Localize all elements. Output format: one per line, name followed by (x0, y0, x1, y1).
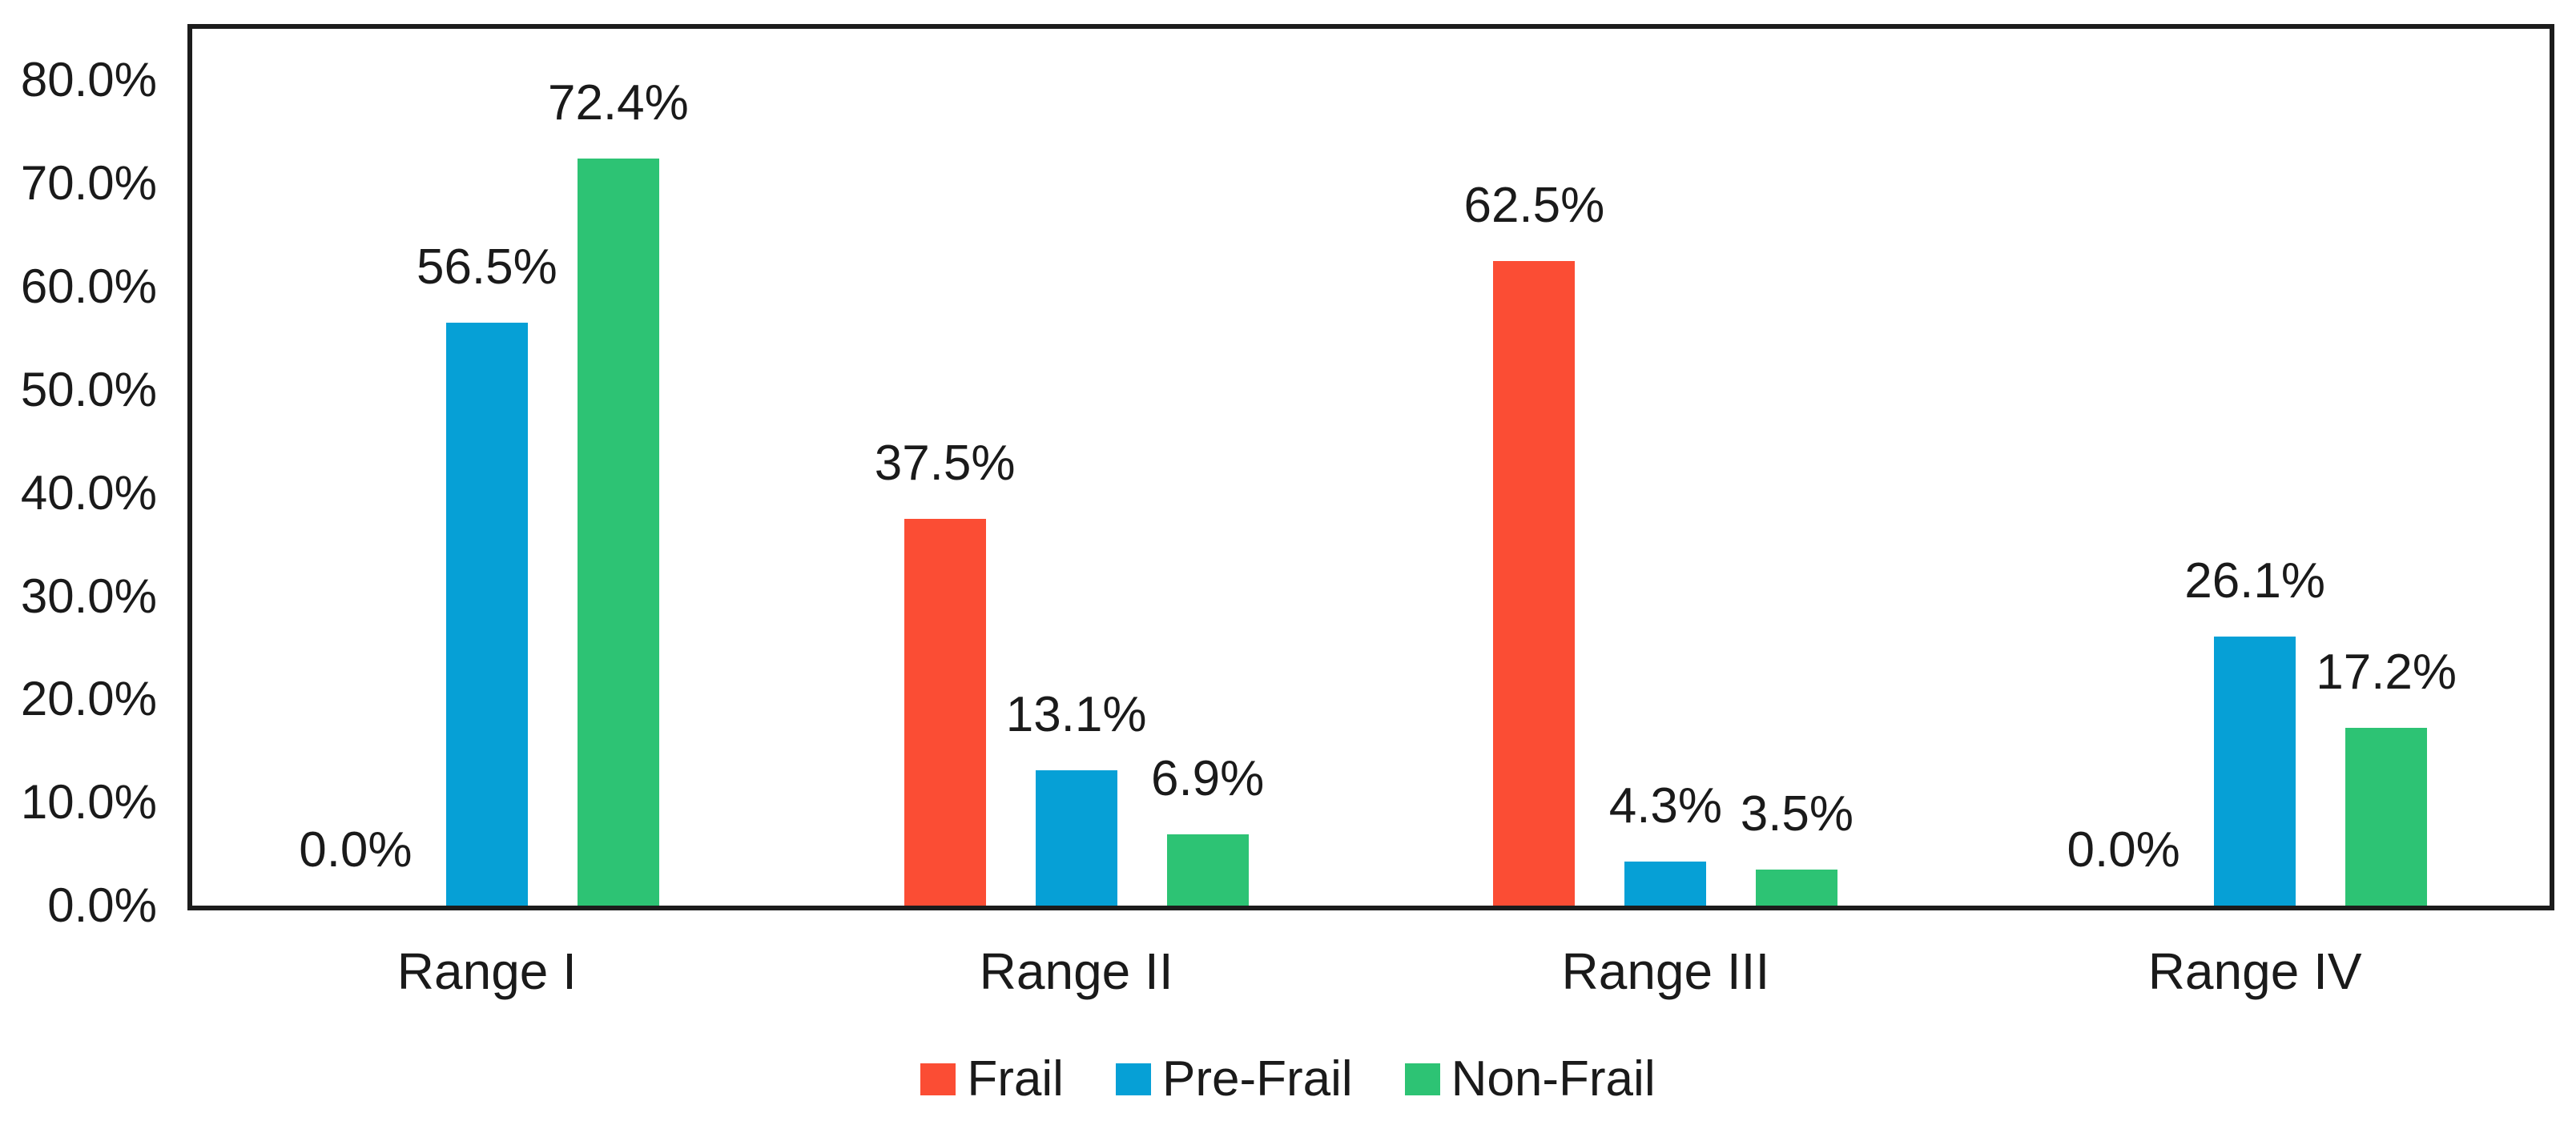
bar-pre-frail-range-ii (1035, 770, 1117, 906)
data-label-non-frail-range-ii: 6.9% (1150, 751, 1265, 806)
frail-swatch-icon (920, 1063, 956, 1095)
y-tick-label: 10.0% (20, 775, 157, 830)
y-tick-label: 0.0% (47, 878, 157, 932)
bar-pre-frail-range-iv (2214, 637, 2296, 906)
data-label-frail-range-i: 0.0% (299, 822, 413, 878)
data-label-pre-frail-range-ii: 13.1% (1005, 687, 1147, 742)
y-tick-label: 70.0% (20, 156, 157, 211)
y-tick-label: 40.0% (20, 465, 157, 520)
legend-label-pre-frail: Pre-Frail (1161, 1051, 1353, 1107)
bar-frail-range-ii (904, 519, 986, 906)
x-category-label-range-iv: Range IV (2147, 942, 2362, 1000)
y-axis: 80.0% 70.0% 60.0% 50.0% 40.0% 30.0% 20.0% 10.0%… (0, 0, 157, 1129)
bar-pre-frail-range-iii (1624, 862, 1707, 906)
data-label-frail-range-ii: 37.5% (874, 436, 1016, 491)
y-tick-label: 30.0% (20, 569, 157, 623)
data-label-pre-frail-range-i: 56.5% (416, 239, 557, 295)
legend-label-frail: Frail (967, 1051, 1064, 1107)
bar-non-frail-range-ii (1166, 834, 1249, 906)
data-label-frail-range-iii: 62.5% (1463, 178, 1605, 233)
data-label-pre-frail-range-iv: 26.1% (2184, 553, 2326, 609)
bar-frail-range-iii (1493, 261, 1576, 906)
legend-item-frail: Frail (920, 1054, 1064, 1105)
legend-label-non-frail: Non-Frail (1451, 1051, 1656, 1107)
data-label-pre-frail-range-iii: 4.3% (1608, 778, 1723, 834)
bar-non-frail-range-i (577, 159, 659, 906)
x-category-label-range-ii: Range II (979, 942, 1173, 1000)
legend-item-pre-frail: Pre-Frail (1115, 1051, 1353, 1107)
legend-item-non-frail: Non-Frail (1404, 1051, 1656, 1107)
legend: Frail Pre-Frail Non-Frail (0, 1054, 2576, 1105)
y-tick-label: 60.0% (20, 259, 157, 314)
bar-pre-frail-range-i (445, 323, 528, 906)
plot-area: 0.0% 56.5% 72.4% 37.5% 13.1% 6.9% 62.5% 4.3% 3.5… (187, 24, 2554, 910)
data-label-non-frail-range-iv: 17.2% (2316, 645, 2457, 700)
pre-frail-swatch-icon (1115, 1063, 1151, 1095)
y-tick-label: 20.0% (20, 672, 157, 726)
data-label-frail-range-iv: 0.0% (2067, 822, 2180, 878)
data-label-non-frail-range-i: 72.4% (547, 75, 689, 131)
data-label-non-frail-range-iii: 3.5% (1740, 786, 1854, 842)
bar-non-frail-range-iv (2345, 728, 2428, 906)
non-frail-swatch-icon (1404, 1063, 1440, 1095)
bar-non-frail-range-iii (1756, 870, 1838, 906)
y-tick-label: 80.0% (20, 53, 157, 107)
x-category-label-range-i: Range I (396, 942, 577, 1000)
x-category-label-range-iii: Range III (1561, 942, 1770, 1000)
y-tick-label: 50.0% (20, 362, 157, 416)
